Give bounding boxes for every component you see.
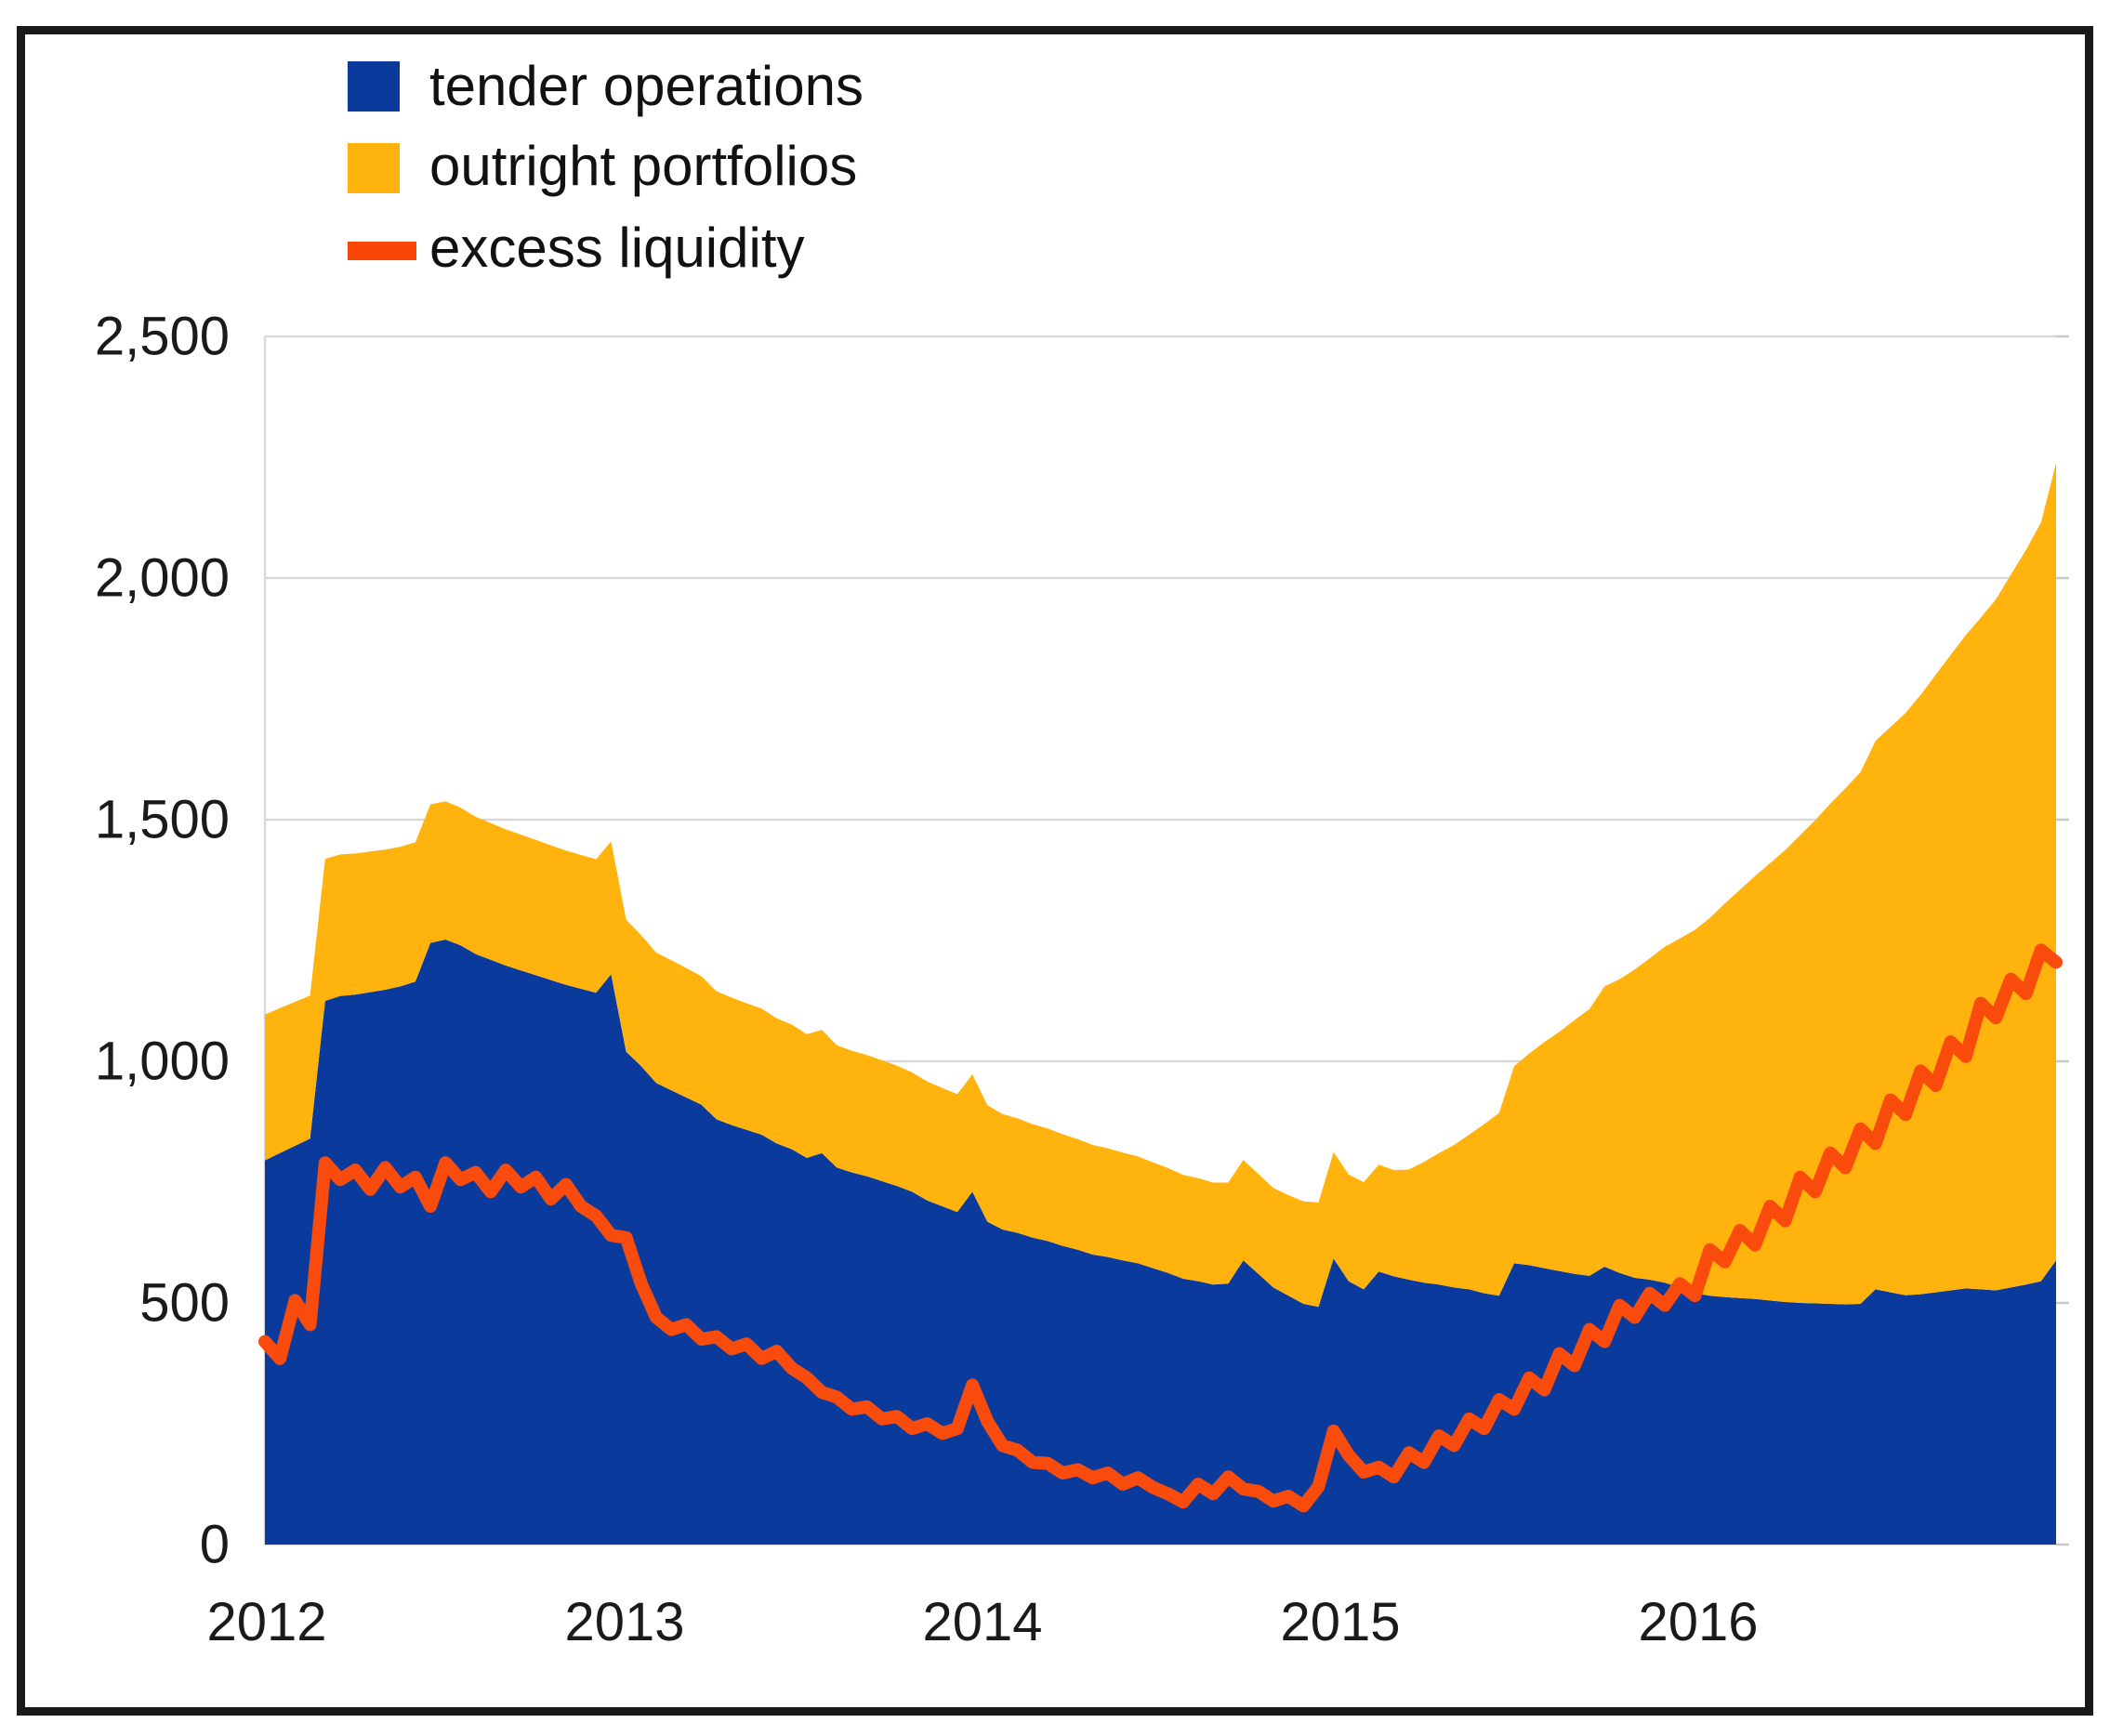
x-tick-2016: 2016 [1638, 1592, 1759, 1652]
y-tick-500: 500 [139, 1272, 230, 1334]
outright-color-swatch [348, 143, 400, 193]
legend-label-outright: outright portfolios [429, 135, 858, 197]
y-tick-2500: 2,500 [94, 306, 230, 367]
legend-label-tender: tender operations [429, 55, 864, 117]
legend-label-excess: excess liquidity [429, 217, 805, 279]
y-tick-2000: 2,000 [94, 547, 230, 609]
tender-color-swatch [348, 61, 400, 112]
x-tick-2014: 2014 [922, 1592, 1043, 1652]
y-tick-0: 0 [199, 1514, 230, 1575]
x-tick-2013: 2013 [564, 1592, 685, 1652]
x-tick-2015: 2015 [1280, 1592, 1401, 1652]
figure-border [17, 26, 2093, 1716]
y-tick-1500: 1,500 [94, 789, 230, 850]
x-tick-2012: 2012 [206, 1592, 327, 1652]
y-tick-1000: 1,000 [94, 1031, 230, 1092]
excess-color-swatch [348, 242, 416, 260]
